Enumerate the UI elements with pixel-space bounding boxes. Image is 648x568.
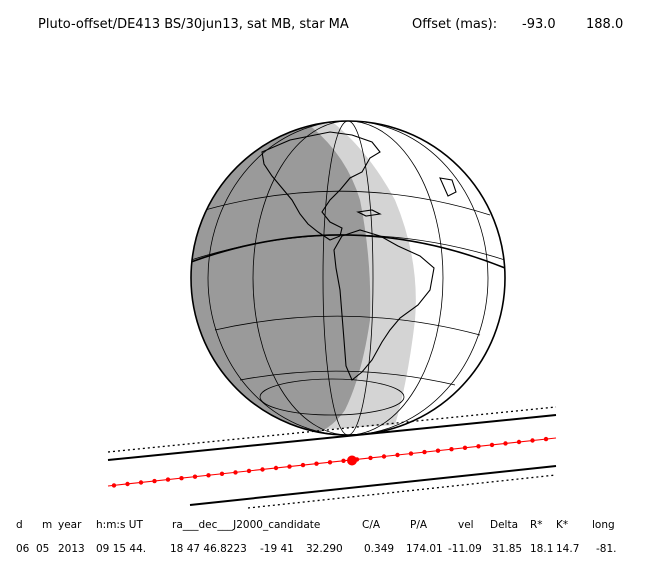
- center-line-dot: [314, 461, 319, 466]
- cell-delta: 31.85: [492, 543, 522, 555]
- event-table: d m year h:m:s UT ra___dec___J2000_candi…: [16, 519, 617, 555]
- center-line-dot: [503, 441, 508, 446]
- shadow-path: [107, 406, 557, 509]
- page-title: Pluto-offset/DE413 BS/30jun13, sat MB, s…: [38, 17, 349, 32]
- closest-approach-marker: [347, 455, 357, 466]
- center-line-dot: [246, 468, 252, 474]
- cell-rstar: 18.1: [530, 543, 553, 555]
- shadow-edge-south: [189, 465, 557, 506]
- equator-line: [191, 234, 505, 269]
- center-line-dot: [530, 438, 535, 443]
- cell-ca: 0.349: [364, 543, 394, 555]
- center-line-dot: [152, 478, 157, 484]
- center-line-dot: [179, 476, 184, 481]
- center-line-dot: [341, 458, 346, 463]
- offset-label: Offset (mas):: [412, 17, 497, 32]
- col-header-kstar: K*: [556, 519, 568, 531]
- center-line-dot: [111, 483, 117, 488]
- cell-ra: 18 47 46.8223: [170, 543, 247, 555]
- col-header-delta: Delta: [490, 519, 518, 531]
- center-line-dots: [111, 436, 549, 488]
- center-line-dot: [327, 460, 333, 465]
- center-line-dot: [138, 480, 144, 485]
- col-header-ca: C/A: [362, 519, 381, 531]
- col-header-pa: P/A: [410, 519, 428, 531]
- center-line-dot: [192, 474, 198, 479]
- cell-kstar: 14.7: [556, 543, 579, 555]
- cell-pa: 174.01: [406, 543, 443, 555]
- center-line-dot: [489, 442, 495, 448]
- center-line-dot: [287, 464, 292, 469]
- center-line-dot: [435, 448, 441, 453]
- center-line-dot: [449, 447, 454, 452]
- cell-year: 2013: [58, 543, 85, 555]
- col-header-radec: ra___dec___J2000_candidate: [172, 519, 320, 531]
- cell-dec: -19 41: [260, 543, 294, 555]
- col-header-vel: vel: [458, 519, 474, 531]
- center-line-dot: [395, 452, 400, 458]
- center-line-dot: [125, 481, 130, 487]
- col-header-year: year: [58, 519, 82, 531]
- globe: [190, 120, 506, 436]
- outer-limit-south: [247, 474, 557, 509]
- center-line-dot: [422, 449, 427, 455]
- cell-day: 06: [16, 543, 30, 555]
- center-line-dot: [273, 465, 279, 471]
- cell-dec-seconds: 32.290: [306, 543, 343, 555]
- cell-time: 09 15 44.: [96, 543, 146, 555]
- center-line-dot: [543, 436, 549, 442]
- col-header-time: h:m:s UT: [96, 519, 143, 531]
- center-line-dot: [368, 455, 373, 461]
- cell-vel: -11.09: [448, 543, 482, 555]
- col-header-month: m: [42, 519, 52, 531]
- center-line-dot: [300, 462, 306, 468]
- center-line-dot: [206, 473, 211, 478]
- center-line-dot: [516, 439, 522, 445]
- center-line-dot: [476, 444, 481, 449]
- shadow-edge-north: [107, 414, 557, 461]
- col-header-long: long: [592, 519, 615, 531]
- offset-y-value: 188.0: [586, 17, 623, 32]
- center-line-dot: [233, 470, 238, 475]
- center-line-dot: [462, 445, 468, 450]
- center-line-dot: [260, 467, 265, 472]
- center-line-dot: [408, 451, 414, 456]
- center-line-dot: [381, 454, 387, 459]
- cell-month: 05: [36, 543, 49, 555]
- outer-limit-north: [107, 406, 557, 453]
- center-line-dot: [219, 471, 225, 476]
- graticule: [191, 121, 505, 435]
- col-header-day: d: [16, 519, 23, 531]
- cell-long: -81.: [596, 543, 617, 555]
- coastlines: [261, 131, 457, 381]
- col-header-rstar: R*: [530, 519, 543, 531]
- offset-x-value: -93.0: [522, 17, 556, 32]
- center-line-dot: [165, 477, 171, 482]
